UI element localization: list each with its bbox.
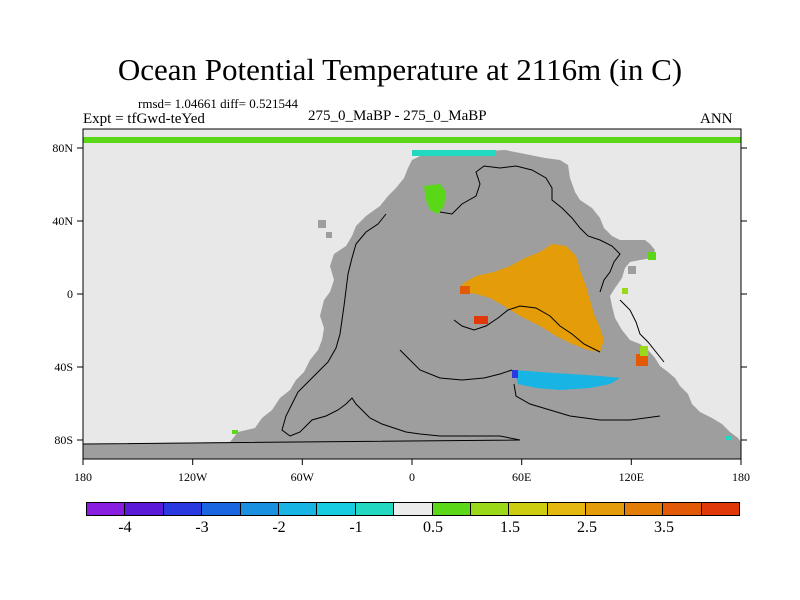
colorbar-swatch bbox=[317, 502, 356, 516]
x-tick-label: 120W bbox=[178, 470, 208, 484]
colorbar-label: -3 bbox=[195, 519, 209, 536]
island-4 bbox=[628, 266, 636, 274]
colorbar-label: 1.5 bbox=[500, 519, 520, 536]
colorbar-swatch bbox=[394, 502, 433, 516]
colorbar-label: -1 bbox=[349, 519, 363, 536]
colorbar-swatch bbox=[432, 502, 472, 516]
island-2 bbox=[326, 232, 332, 238]
island-3 bbox=[600, 260, 610, 270]
cold-anomaly-south bbox=[514, 370, 620, 390]
plot-title: Ocean Potential Temperature at 2116m (in… bbox=[117, 52, 683, 87]
x-tick-marks bbox=[82, 459, 742, 465]
colorbar-swatch bbox=[624, 502, 664, 516]
x-tick-label: 180 bbox=[732, 470, 750, 484]
y-tick-label: 80N bbox=[52, 141, 73, 155]
warm-anomaly-region bbox=[462, 244, 604, 352]
colorbar-swatch bbox=[279, 502, 318, 516]
colorbar-swatch bbox=[471, 502, 510, 516]
colorbar-swatch bbox=[586, 502, 625, 516]
green-patch-1 bbox=[648, 252, 656, 260]
colorbar-swatch bbox=[547, 502, 587, 516]
y-tick-marks bbox=[77, 147, 747, 441]
cold-spot-1 bbox=[512, 370, 518, 378]
colorbar-swatch bbox=[701, 502, 740, 516]
x-tick-label: 180 bbox=[74, 470, 92, 484]
colorbar-label: 0.5 bbox=[423, 519, 443, 536]
colorbar-swatch bbox=[509, 502, 548, 516]
colorbar-swatch bbox=[202, 502, 241, 516]
arctic-cool-strip bbox=[412, 150, 496, 156]
colorbar-swatch bbox=[125, 502, 164, 516]
cool-anomaly-north bbox=[424, 184, 446, 214]
x-tick-label: 120E bbox=[619, 470, 644, 484]
colorbar-swatch bbox=[86, 502, 126, 516]
colorbar-swatch bbox=[355, 502, 395, 516]
hot-spot-1 bbox=[474, 316, 488, 324]
hot-spot-2 bbox=[460, 286, 470, 294]
colorbar-swatch bbox=[163, 502, 203, 516]
colorbar-label: 3.5 bbox=[654, 519, 674, 536]
y-tick-label: 0 bbox=[67, 287, 73, 301]
green-patch-4 bbox=[232, 430, 238, 434]
hot-spot-3 bbox=[636, 354, 648, 366]
stats-label: rmsd= 1.04661 diff= 0.521544 bbox=[138, 96, 298, 111]
y-tick-label: 40S bbox=[54, 360, 73, 374]
colorbar-swatch bbox=[663, 502, 702, 516]
x-tick-label: 0 bbox=[409, 470, 415, 484]
x-tick-label: 60E bbox=[512, 470, 531, 484]
green-patch-3 bbox=[640, 346, 648, 356]
colorbar-label: -2 bbox=[272, 519, 286, 536]
green-patch-2 bbox=[622, 288, 628, 294]
cool-patch-se bbox=[726, 436, 732, 440]
season-label: ANN bbox=[700, 111, 733, 127]
experiment-label: Expt = tfGwd-teYed bbox=[83, 111, 205, 127]
colorbar-swatch bbox=[240, 502, 280, 516]
y-tick-label: 40N bbox=[52, 214, 73, 228]
colorbar-label: 2.5 bbox=[577, 519, 597, 536]
coastlines bbox=[82, 165, 665, 445]
y-tick-label: 80S bbox=[54, 433, 73, 447]
arctic-anomaly-band bbox=[83, 137, 741, 143]
case-comparison-label: 275_0_MaBP - 275_0_MaBP bbox=[308, 108, 487, 124]
colorbar-label: -4 bbox=[118, 519, 132, 536]
x-tick-label: 60W bbox=[291, 470, 315, 484]
colorbar bbox=[86, 502, 740, 516]
island-1 bbox=[318, 220, 326, 228]
